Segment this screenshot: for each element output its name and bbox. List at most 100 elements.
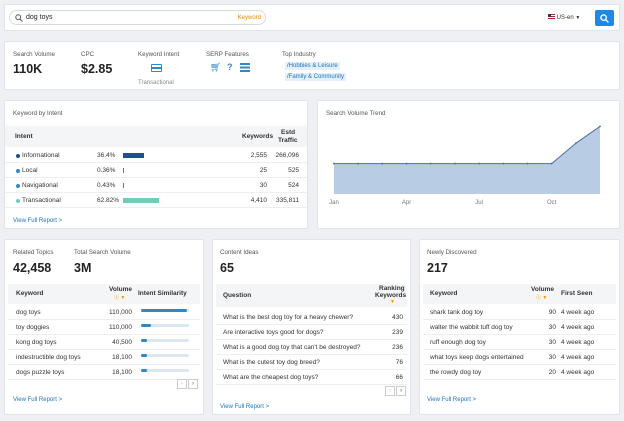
related-topics-value: 42,458: [13, 261, 52, 275]
related-row[interactable]: kong dog toys 40,500: [8, 335, 200, 350]
search-icon: [15, 14, 23, 22]
intent-row[interactable]: Local 0.36% 25 525: [5, 163, 307, 178]
trend-point[interactable]: [526, 162, 529, 165]
industry-tag-2[interactable]: /Family & Community: [285, 73, 347, 81]
related-view-full-report-link[interactable]: View Full Report >: [13, 397, 63, 403]
trend-point[interactable]: [357, 162, 360, 165]
ranking-sort-icon[interactable]: ▼: [390, 299, 395, 305]
keyword-intent-label: Keyword Intent: [138, 51, 180, 58]
intent-row[interactable]: Transactional 62.82% 4,410 335,811: [5, 193, 307, 208]
trend-point[interactable]: [381, 162, 384, 165]
discovered-keyword[interactable]: walter the wabbit tuff dog toy: [430, 324, 513, 331]
question-row[interactable]: What is the cutest toy dog breed? 76: [216, 355, 407, 370]
search-type-label[interactable]: Keyword: [237, 14, 261, 21]
trend-point[interactable]: [429, 162, 432, 165]
trend-point[interactable]: [333, 162, 335, 165]
search-volume-label: Search Volume: [13, 51, 55, 58]
related-row[interactable]: toy doggies 110,000: [8, 320, 200, 335]
discovered-row[interactable]: the rowdy dog toy 20 4 week ago: [423, 365, 616, 380]
total-search-volume-value: 3M: [74, 261, 92, 275]
discovered-keyword[interactable]: shark tank dog toy: [430, 309, 484, 316]
discovered-row[interactable]: walter the wabbit tuff dog toy 30 4 week a…: [423, 320, 616, 335]
us-flag-icon: [548, 14, 555, 19]
similarity-bar: [141, 369, 147, 372]
first-seen-header[interactable]: First Seen: [561, 290, 593, 297]
question-row[interactable]: What are the cheapest dog toys? 66: [216, 370, 407, 385]
ranking-header-2[interactable]: Keywords: [375, 292, 407, 299]
intent-header: Intent: [15, 133, 33, 140]
shopping-cart-icon: 🛒︎: [210, 62, 222, 72]
discovered-keyword[interactable]: ruff enough dog toy: [430, 339, 486, 346]
trend-point[interactable]: [502, 162, 505, 165]
discovered-volume: 20: [548, 369, 556, 376]
intent-row[interactable]: Informational 36.4% 2,555 266,096: [5, 148, 307, 163]
list-icon: [240, 63, 250, 72]
question-ranking-count: 76: [395, 359, 403, 366]
content-next-page-button[interactable]: ›: [396, 386, 406, 396]
serp-features-label: SERP Features: [206, 51, 249, 58]
content-prev-page-button[interactable]: ‹: [385, 386, 395, 396]
search-volume-trend-card: Search Volume Trend Jan Apr Jul Oct: [317, 100, 620, 229]
related-prev-page-button[interactable]: ‹: [177, 379, 187, 389]
ranking-header-1[interactable]: Ranking: [379, 285, 405, 292]
related-volume: 40,500: [112, 339, 132, 346]
related-volume: 110,000: [108, 309, 132, 316]
content-view-full-report-link[interactable]: View Full Report >: [220, 404, 270, 410]
search-button[interactable]: [595, 10, 614, 26]
related-row[interactable]: dogs puzzle toys 18,100: [8, 365, 200, 380]
related-keyword[interactable]: dogs puzzle toys: [16, 369, 65, 376]
discovered-volume: 30: [548, 339, 556, 346]
trend-point[interactable]: [550, 162, 553, 165]
related-keyword[interactable]: toy doggies: [16, 324, 50, 331]
related-row[interactable]: dog toys 110,000: [8, 305, 200, 320]
related-row[interactable]: indestructible dog toys 18,100: [8, 350, 200, 365]
related-keyword-header[interactable]: Keyword: [16, 290, 44, 297]
related-volume-sort-icon[interactable]: ⓘ ▼: [114, 295, 126, 301]
trend-point[interactable]: [405, 162, 408, 165]
trend-point[interactable]: [454, 162, 456, 165]
question-row[interactable]: Are interactive toys good for dogs? 239: [216, 325, 407, 340]
discovered-row[interactable]: shark tank dog toy 90 4 week ago: [423, 305, 616, 320]
question-text[interactable]: What is the best dog toy for a heavy che…: [223, 314, 354, 321]
trend-point[interactable]: [478, 162, 480, 165]
locale-selector[interactable]: US-en ▼: [548, 14, 580, 21]
intent-row[interactable]: Navigational 0.43% 30 524: [5, 178, 307, 193]
related-next-page-button[interactable]: ›: [188, 379, 198, 389]
discovered-volume-sort-icon[interactable]: ⓘ ▼: [536, 295, 548, 301]
intent-dot: [16, 199, 20, 203]
discovered-keyword[interactable]: what toys keep dogs entertained: [430, 354, 524, 361]
intent-keywords: 2,555: [250, 152, 267, 159]
trend-area: [334, 126, 600, 194]
intent-share-bar: [123, 153, 145, 158]
related-volume-header[interactable]: Volume: [109, 286, 132, 293]
question-row[interactable]: What is the best dog toy for a heavy che…: [216, 310, 407, 325]
question-text[interactable]: What is a good dog toy that can't be des…: [223, 344, 361, 351]
intent-view-full-report-link[interactable]: View Full Report >: [13, 218, 63, 224]
discovered-volume-header[interactable]: Volume: [531, 286, 554, 293]
discovered-row[interactable]: ruff enough dog toy 30 4 week ago: [423, 335, 616, 350]
trend-point[interactable]: [599, 125, 601, 128]
question-ranking-count: 430: [392, 314, 403, 321]
discovered-row[interactable]: what toys keep dogs entertained 30 4 week …: [423, 350, 616, 365]
trend-point[interactable]: [574, 142, 577, 145]
related-keyword[interactable]: indestructible dog toys: [16, 354, 81, 361]
related-keyword[interactable]: kong dog toys: [16, 339, 57, 346]
related-volume: 18,100: [112, 354, 132, 361]
intent-keywords: 4,410: [250, 197, 267, 204]
x-tick-label: Oct: [547, 200, 557, 206]
content-ideas-card: Content Ideas 65 Question Ranking Keywor…: [212, 239, 411, 415]
question-text[interactable]: Are interactive toys good for dogs?: [223, 329, 324, 336]
industry-tag-1[interactable]: /Hobbies & Leisure: [285, 62, 340, 70]
related-similarity-header[interactable]: Intent Similarity: [138, 290, 187, 297]
question-text[interactable]: What are the cheapest dog toys?: [223, 374, 319, 381]
discovered-keyword-header[interactable]: Keyword: [430, 290, 458, 297]
intent-percent: 0.43%: [97, 182, 116, 189]
discovered-view-full-report-link[interactable]: View Full Report >: [427, 397, 477, 403]
search-input[interactable]: dog toys Keyword: [9, 10, 266, 25]
related-volume: 110,000: [108, 324, 132, 331]
question-row[interactable]: What is a good dog toy that can't be des…: [216, 340, 407, 355]
question-text[interactable]: What is the cutest toy dog breed?: [223, 359, 320, 366]
search-volume-trend-chart: Jan Apr Jul Oct: [329, 125, 601, 206]
discovered-keyword[interactable]: the rowdy dog toy: [430, 369, 482, 376]
related-keyword[interactable]: dog toys: [16, 309, 41, 316]
